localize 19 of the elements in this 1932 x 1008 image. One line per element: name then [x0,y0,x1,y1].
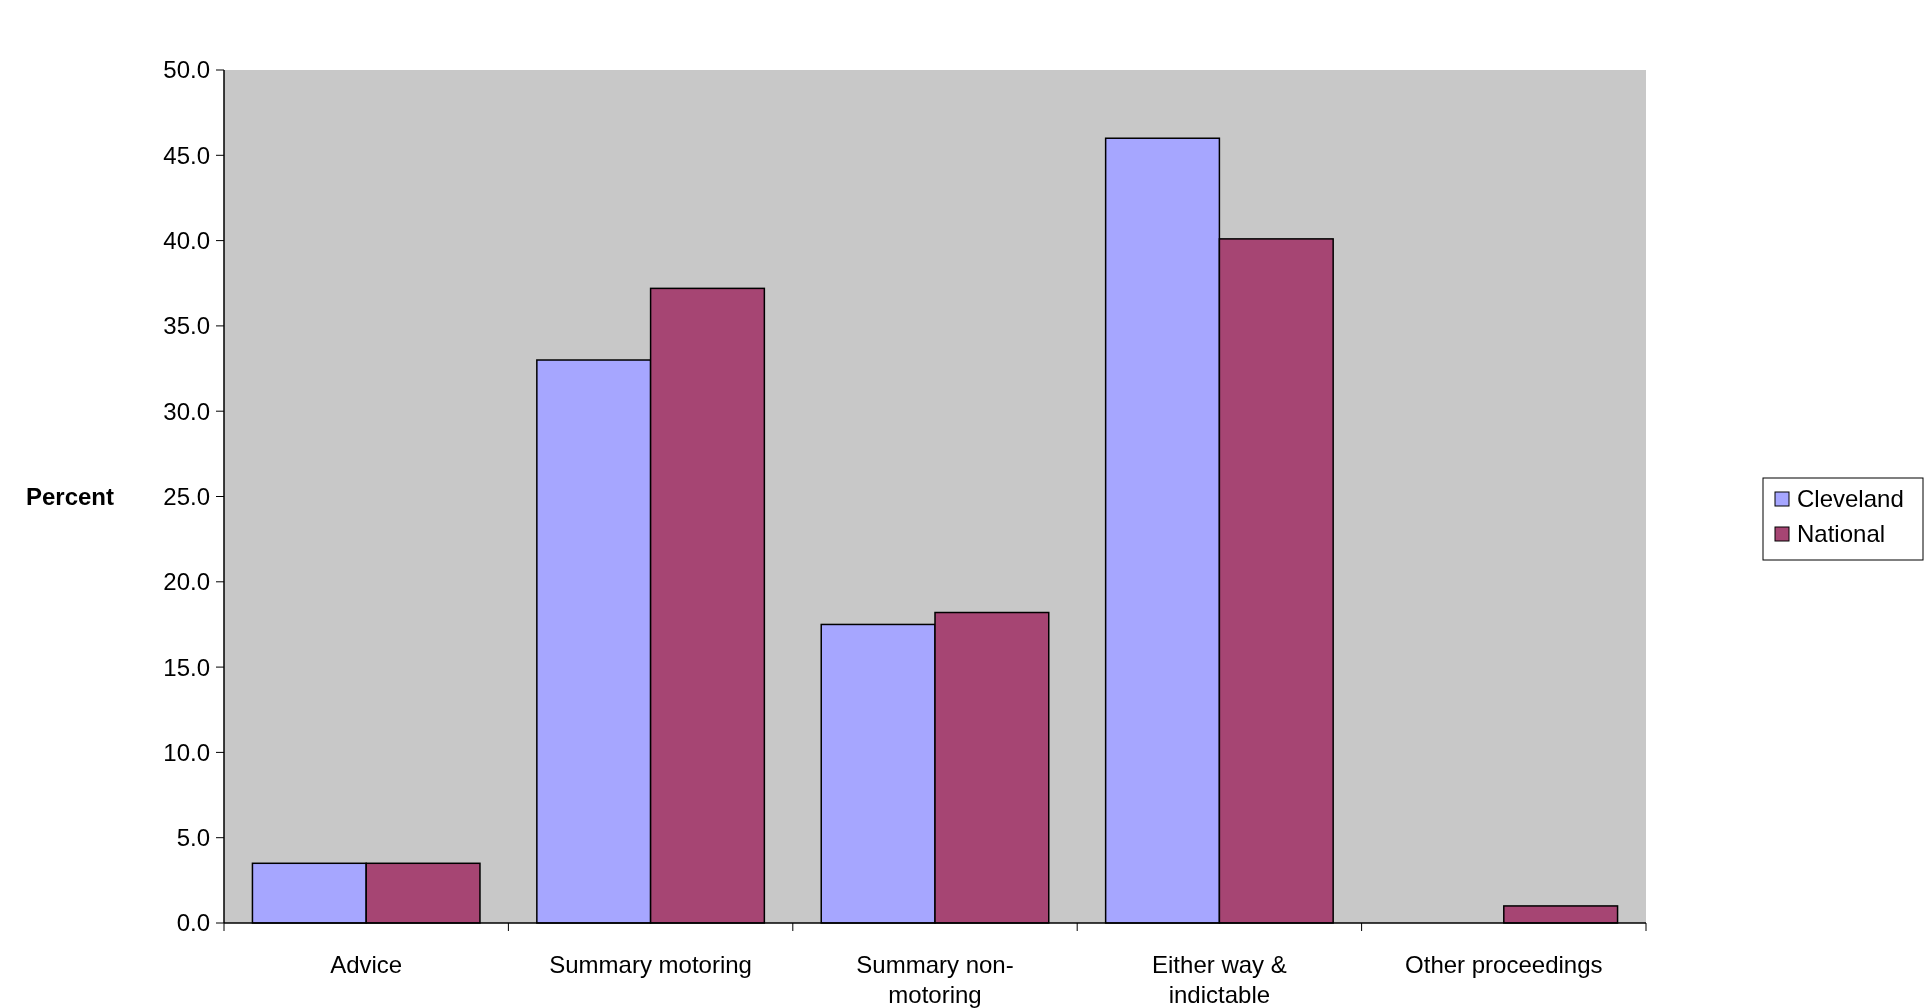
y-tick-label: 45.0 [163,141,210,169]
y-tick-label: 35.0 [163,312,210,340]
legend-label: National [1797,520,1886,548]
x-tick-label: Summary non-motoring [856,951,1014,1008]
x-tick-label: Advice [330,951,403,978]
x-tick-label: Other proceedings [1405,951,1603,978]
y-tick-label: 30.0 [163,397,210,425]
y-tick-label: 20.0 [163,568,210,596]
y-tick-label: 0.0 [176,909,210,937]
y-axis-title: Percent [25,482,115,510]
y-tick-label: 25.0 [163,482,210,510]
y-tick-label: 5.0 [176,824,210,852]
x-tick-label: Summary motoring [549,951,752,978]
legend-label: Cleveland [1797,485,1904,513]
y-tick-label: 50.0 [163,56,210,84]
y-tick-label: 10.0 [163,738,210,766]
y-tick-label: 40.0 [163,227,210,254]
x-tick-label: Either way & indictable [1152,951,1287,1008]
y-tick-label: 15.0 [163,653,210,681]
